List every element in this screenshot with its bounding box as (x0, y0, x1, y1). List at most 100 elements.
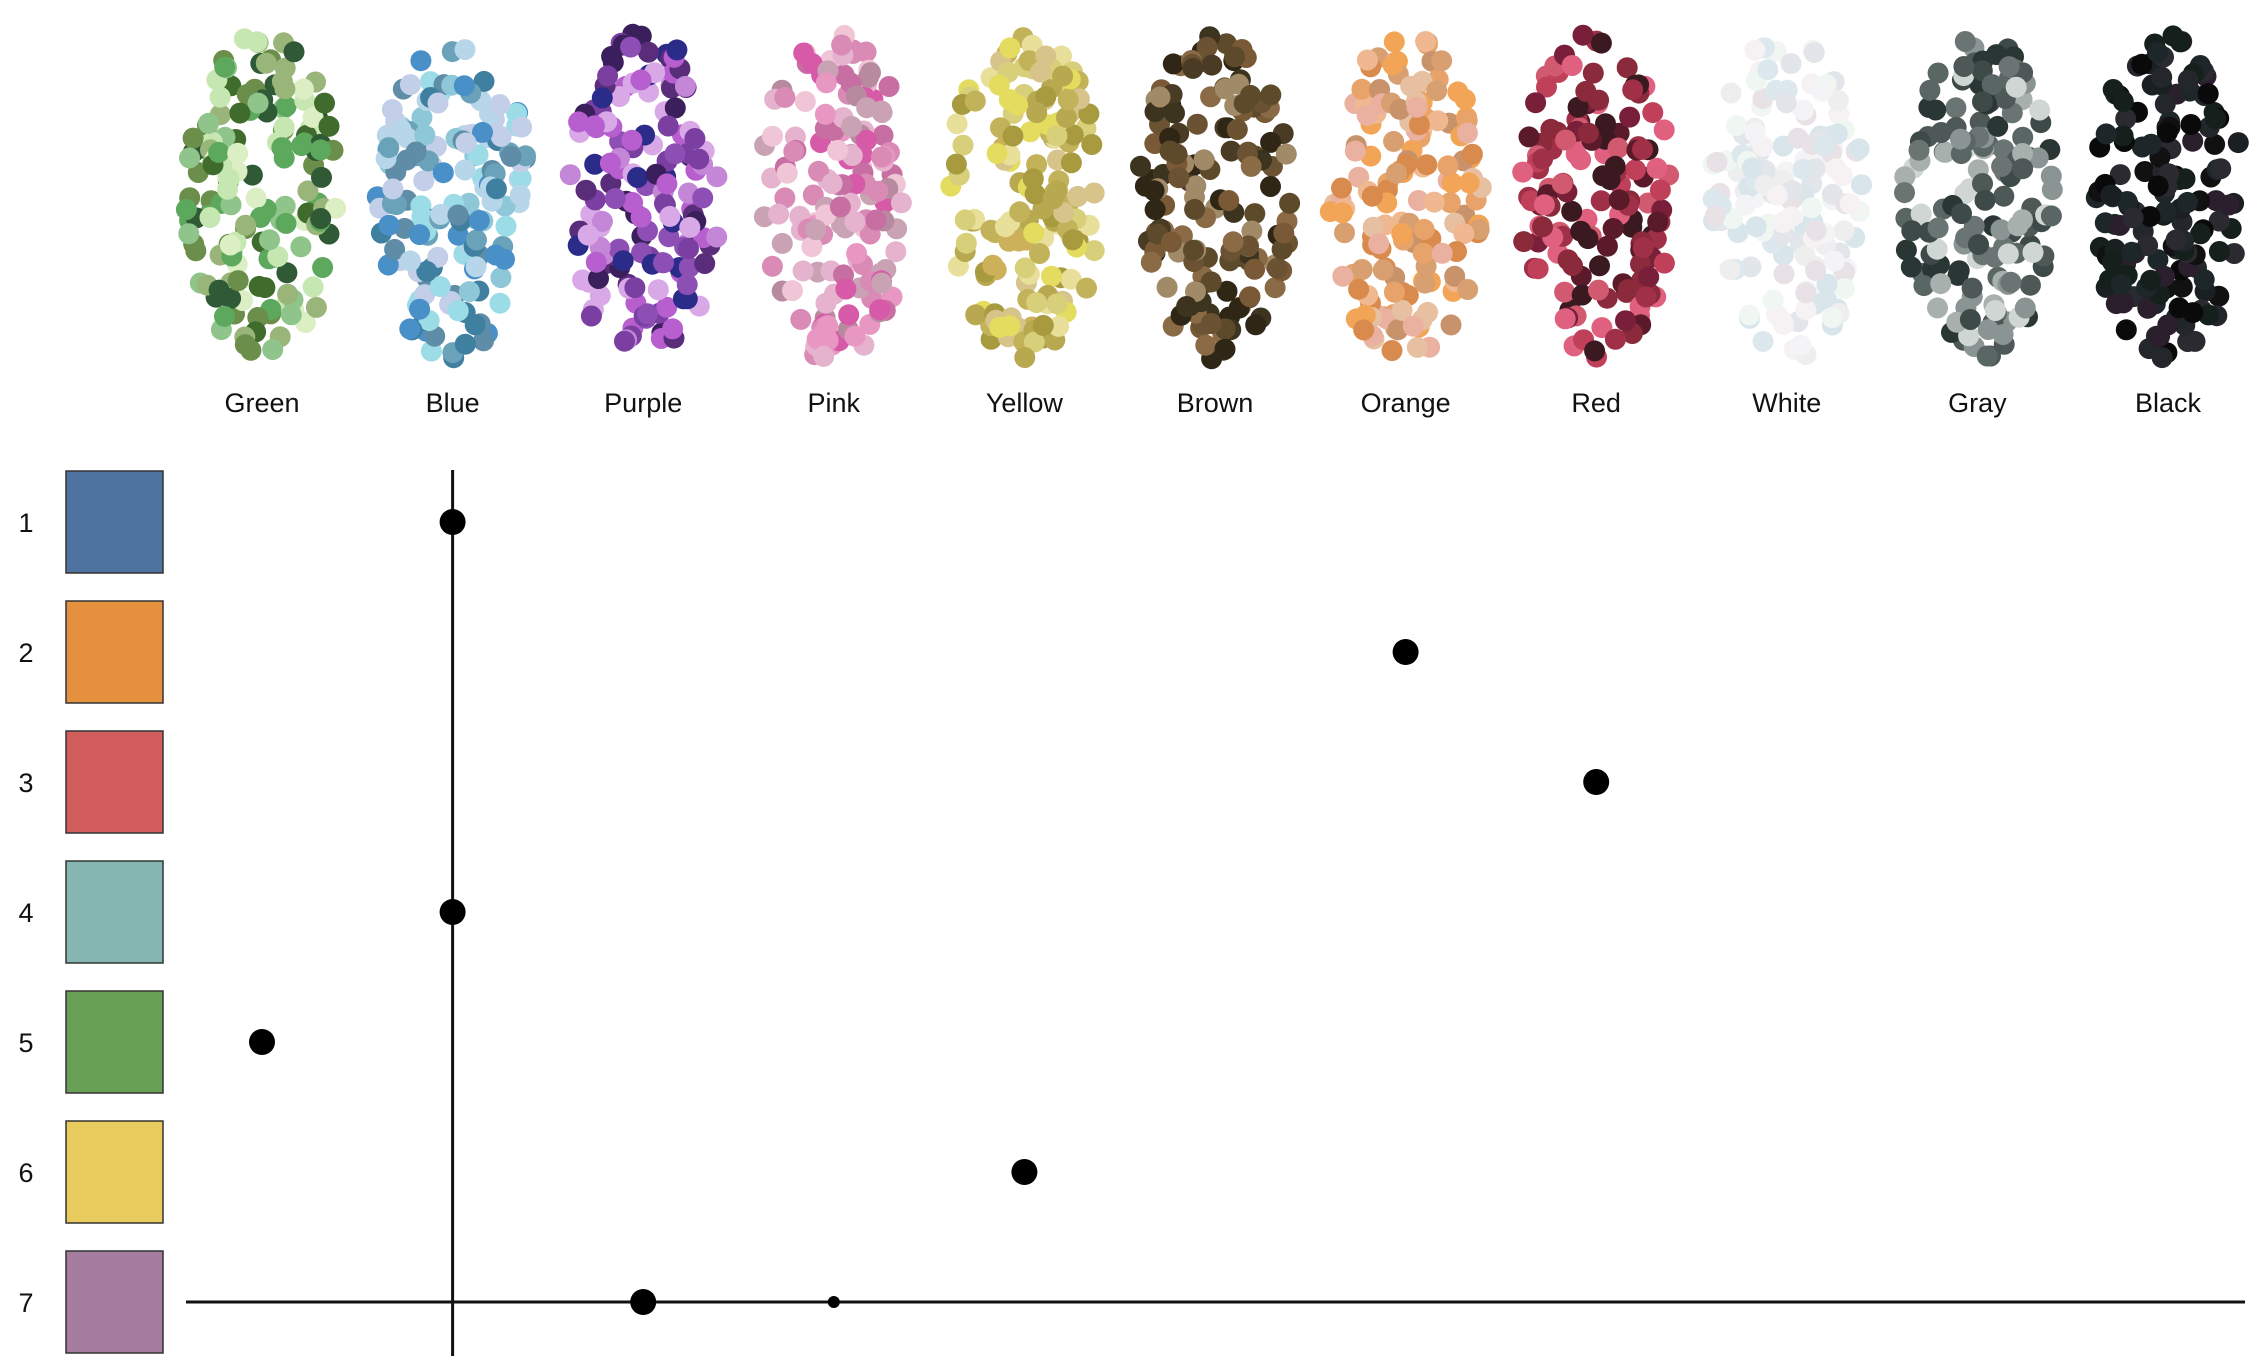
row-label-3: 3 (18, 768, 33, 798)
swarm-dot (1162, 53, 1184, 75)
swarm-dot (229, 102, 251, 124)
swarm-dot (1386, 162, 1407, 184)
swarm-dot (1604, 155, 1626, 177)
swarm-dot (489, 94, 511, 115)
swarm-dot (2165, 229, 2187, 251)
swarm-dot (2095, 123, 2117, 145)
swarm-dot (2182, 302, 2204, 324)
swarm-dot (454, 159, 476, 181)
swarm-dot (771, 232, 793, 254)
swarm-dot (510, 167, 532, 189)
swarm-dot (302, 276, 324, 298)
swarm-dot (1240, 84, 1261, 106)
swarm-dot (808, 160, 829, 182)
swarm-dot (2029, 99, 2051, 121)
swarm-dot (2190, 223, 2211, 245)
swarm-dot (1214, 78, 1236, 100)
swarm-dot (1009, 201, 1031, 223)
swarm-dot (277, 283, 299, 305)
swarm-dot (965, 304, 987, 326)
data-point-yellow-6 (1011, 1159, 1038, 1185)
swarm-white (1702, 37, 1872, 365)
swarm-dot (1368, 233, 1390, 255)
swarm-dot (838, 304, 860, 326)
swarm-dot (2149, 325, 2171, 347)
swarm-dot (1927, 297, 1948, 319)
swarm-dot (1140, 251, 1162, 273)
swarm-dot (994, 216, 1016, 238)
row-swatch-7 (65, 1250, 164, 1354)
swarm-dot (684, 128, 706, 149)
swarm-dot (2139, 206, 2161, 227)
swarm-dot (382, 178, 404, 200)
swarm-dot (1638, 266, 1660, 288)
swarm-dot (2137, 297, 2159, 319)
swarm-dot (427, 92, 449, 114)
swarm-dot (1827, 89, 1849, 111)
swarm-dot (310, 208, 332, 229)
swarm-dot (1226, 119, 1248, 140)
swarm-dot (776, 162, 798, 184)
swarm-dot (1954, 31, 1976, 52)
swarm-dot (1427, 110, 1449, 132)
swarm-dot (1391, 223, 1413, 244)
swarm-dot (627, 167, 648, 188)
swarm-dot (1216, 280, 1238, 302)
swarm-dot (577, 224, 599, 246)
swarm-dot (599, 152, 621, 174)
swarm-dot (1617, 279, 1639, 300)
swarm-dot (867, 180, 889, 202)
swarm-dot (2121, 241, 2143, 263)
column-label-group: Green Blue Purple Pink Yellow Brown Orange Red W… (224, 388, 2201, 418)
swarm-dot (869, 299, 891, 321)
swarm-dot (1513, 231, 1535, 253)
swarm-dot (1811, 80, 1833, 102)
swarm-dot (1951, 203, 1972, 225)
swarm-dot (1992, 324, 2014, 345)
swarm-dot (597, 65, 619, 87)
swarm-dot (1720, 82, 1742, 104)
row-label-2: 2 (18, 638, 33, 668)
swarm-dot (1518, 126, 1540, 148)
swarm-dot (821, 173, 843, 194)
swarm-dot (844, 325, 866, 347)
swarm-dot (871, 146, 892, 168)
swarm-dot (575, 179, 597, 201)
swarm-dot (259, 229, 280, 251)
swarm-dot (1801, 197, 1823, 219)
swarm-dot (399, 74, 421, 96)
swarm-dot (1653, 119, 1675, 141)
swarm-dot (783, 141, 805, 162)
swarm-dot (1949, 128, 1971, 150)
swarm-dot (219, 234, 241, 256)
swarm-dot (432, 162, 454, 184)
swarm-dot (1214, 338, 1236, 360)
swarm-dot (1554, 281, 1576, 303)
swarm-dot (1372, 259, 1394, 281)
swarm-dot (2116, 191, 2138, 212)
swarm-dot (1532, 148, 1554, 170)
swarm-dot (1439, 192, 1461, 214)
swarm-dot (214, 56, 236, 78)
swarm-dot (485, 178, 507, 200)
swarm-dot (1813, 135, 1835, 157)
swarm-dot (1622, 79, 1644, 101)
swarm-dot (1540, 118, 1562, 140)
swarm-dot (454, 39, 476, 61)
swarm-dot (1060, 152, 1082, 174)
swarm-dot (666, 39, 688, 61)
row-label-5: 5 (18, 1028, 33, 1058)
swarm-dot (2177, 331, 2199, 352)
swarm-dot (495, 215, 517, 237)
swarm-dot (1032, 314, 1054, 336)
swarm-dot (676, 274, 698, 296)
swarm-dot (1426, 80, 1448, 102)
swarm-dot (580, 305, 602, 327)
swarm-dot (1046, 125, 1068, 147)
swarm-dot (1762, 289, 1784, 311)
swarm-dot (1998, 56, 2020, 78)
swarm-dot (656, 296, 678, 318)
swarm-dot (185, 240, 207, 262)
swarm-dot (1533, 194, 1555, 216)
column-label-pink: Pink (808, 388, 861, 418)
